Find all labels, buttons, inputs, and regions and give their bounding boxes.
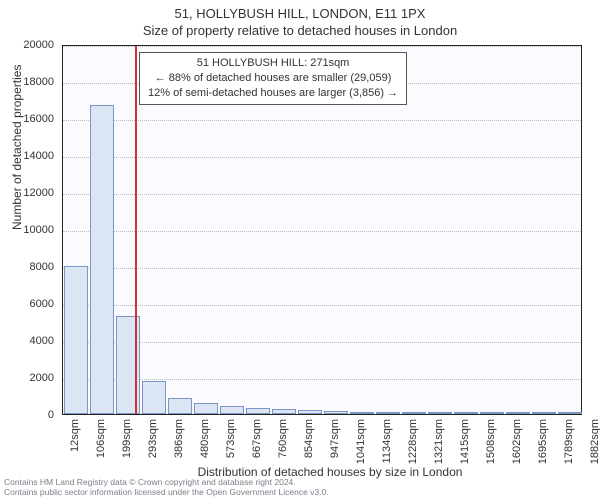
annotation-line2: ← 88% of detached houses are smaller (29… [148, 71, 398, 86]
xtick-label: 386sqm [173, 419, 185, 458]
gridline [63, 157, 581, 158]
annotation-line3: 12% of semi-detached houses are larger (… [148, 86, 398, 101]
xtick-label: 1228sqm [407, 419, 419, 464]
gridline [63, 268, 581, 269]
xtick-label: 106sqm [95, 419, 107, 458]
histogram-bar [506, 412, 531, 414]
histogram-bar [272, 409, 297, 414]
histogram-bar [454, 412, 479, 414]
xtick-label: 760sqm [277, 419, 289, 458]
page-title: 51, HOLLYBUSH HILL, LONDON, E11 1PX [0, 0, 600, 21]
footer-line1: Contains HM Land Registry data © Crown c… [4, 477, 329, 488]
xtick-label: 1508sqm [485, 419, 497, 464]
histogram-bar [64, 266, 89, 414]
histogram-bar [220, 406, 245, 414]
ytick-label: 6000 [30, 298, 54, 310]
histogram-bar [402, 412, 427, 414]
ytick-label: 4000 [30, 335, 54, 347]
xtick-label: 12sqm [69, 419, 81, 452]
histogram-bar [194, 403, 219, 414]
histogram-bar [532, 412, 557, 414]
xtick-label: 1041sqm [355, 419, 367, 464]
histogram-bar [168, 398, 193, 414]
ytick-label: 0 [48, 409, 54, 421]
ytick-label: 18000 [23, 76, 54, 88]
annotation-box: 51 HOLLYBUSH HILL: 271sqm← 88% of detach… [139, 52, 407, 105]
ytick-label: 12000 [23, 187, 54, 199]
chart-area: 51 HOLLYBUSH HILL: 271sqm← 88% of detach… [62, 45, 582, 415]
histogram-bar [350, 412, 375, 414]
xtick-label: 1882sqm [589, 419, 600, 464]
ytick-label: 16000 [23, 113, 54, 125]
ytick-label: 8000 [30, 261, 54, 273]
ytick-label: 14000 [23, 150, 54, 162]
footer-line2: Contains public sector information licen… [4, 487, 329, 498]
histogram-bar [246, 408, 271, 414]
xtick-label: 573sqm [225, 419, 237, 458]
histogram-bar [90, 105, 115, 414]
footer-attribution: Contains HM Land Registry data © Crown c… [4, 477, 329, 498]
ytick-label: 20000 [23, 39, 54, 51]
xtick-label: 480sqm [199, 419, 211, 458]
xtick-label: 854sqm [303, 419, 315, 458]
xtick-label: 1602sqm [511, 419, 523, 464]
y-ticks: 0200040006000800010000120001400016000180… [12, 45, 58, 415]
xtick-label: 1789sqm [563, 419, 575, 464]
histogram-bar [298, 410, 323, 414]
histogram-bar [376, 412, 401, 414]
xtick-label: 1415sqm [459, 419, 471, 464]
gridline [63, 231, 581, 232]
gridline [63, 194, 581, 195]
histogram-bar [428, 412, 453, 414]
xtick-label: 293sqm [147, 419, 159, 458]
gridline [63, 46, 581, 47]
histogram-bar [480, 412, 505, 414]
ytick-label: 2000 [30, 372, 54, 384]
property-marker-line [135, 46, 137, 414]
annotation-line1: 51 HOLLYBUSH HILL: 271sqm [148, 56, 398, 71]
histogram-bar [558, 412, 583, 414]
xtick-label: 667sqm [251, 419, 263, 458]
xtick-label: 947sqm [329, 419, 341, 458]
gridline [63, 305, 581, 306]
gridline [63, 120, 581, 121]
xtick-label: 1695sqm [537, 419, 549, 464]
xtick-label: 1321sqm [433, 419, 445, 464]
xtick-label: 199sqm [121, 419, 133, 458]
xtick-label: 1134sqm [381, 419, 393, 463]
histogram-bar [324, 411, 349, 414]
chart-subtitle: Size of property relative to detached ho… [0, 21, 600, 38]
histogram-bar [142, 381, 167, 414]
ytick-label: 10000 [23, 224, 54, 236]
gridline [63, 342, 581, 343]
plot-area: 51 HOLLYBUSH HILL: 271sqm← 88% of detach… [62, 45, 582, 415]
